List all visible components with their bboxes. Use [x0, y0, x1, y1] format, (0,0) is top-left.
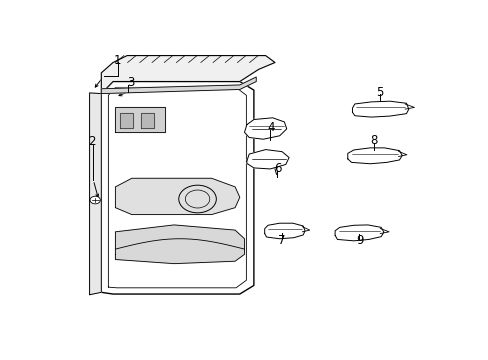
Polygon shape: [101, 55, 274, 94]
Polygon shape: [115, 107, 164, 132]
Polygon shape: [101, 77, 256, 94]
Polygon shape: [120, 113, 133, 128]
Text: 5: 5: [376, 86, 383, 99]
Polygon shape: [334, 225, 383, 241]
Polygon shape: [246, 150, 288, 169]
Text: 4: 4: [266, 121, 274, 134]
Text: 2: 2: [88, 135, 96, 148]
Text: 8: 8: [369, 134, 377, 147]
Polygon shape: [352, 101, 408, 117]
Polygon shape: [89, 93, 101, 295]
Text: 7: 7: [278, 234, 285, 247]
Text: 9: 9: [355, 234, 363, 247]
Text: 1: 1: [114, 54, 121, 67]
Polygon shape: [244, 118, 286, 139]
Text: 6: 6: [274, 162, 282, 175]
Text: 3: 3: [126, 76, 134, 89]
Polygon shape: [264, 223, 305, 239]
Polygon shape: [347, 148, 402, 164]
Circle shape: [90, 196, 100, 204]
Polygon shape: [115, 225, 244, 264]
Polygon shape: [115, 178, 239, 215]
Polygon shape: [101, 81, 253, 294]
Polygon shape: [141, 113, 154, 128]
